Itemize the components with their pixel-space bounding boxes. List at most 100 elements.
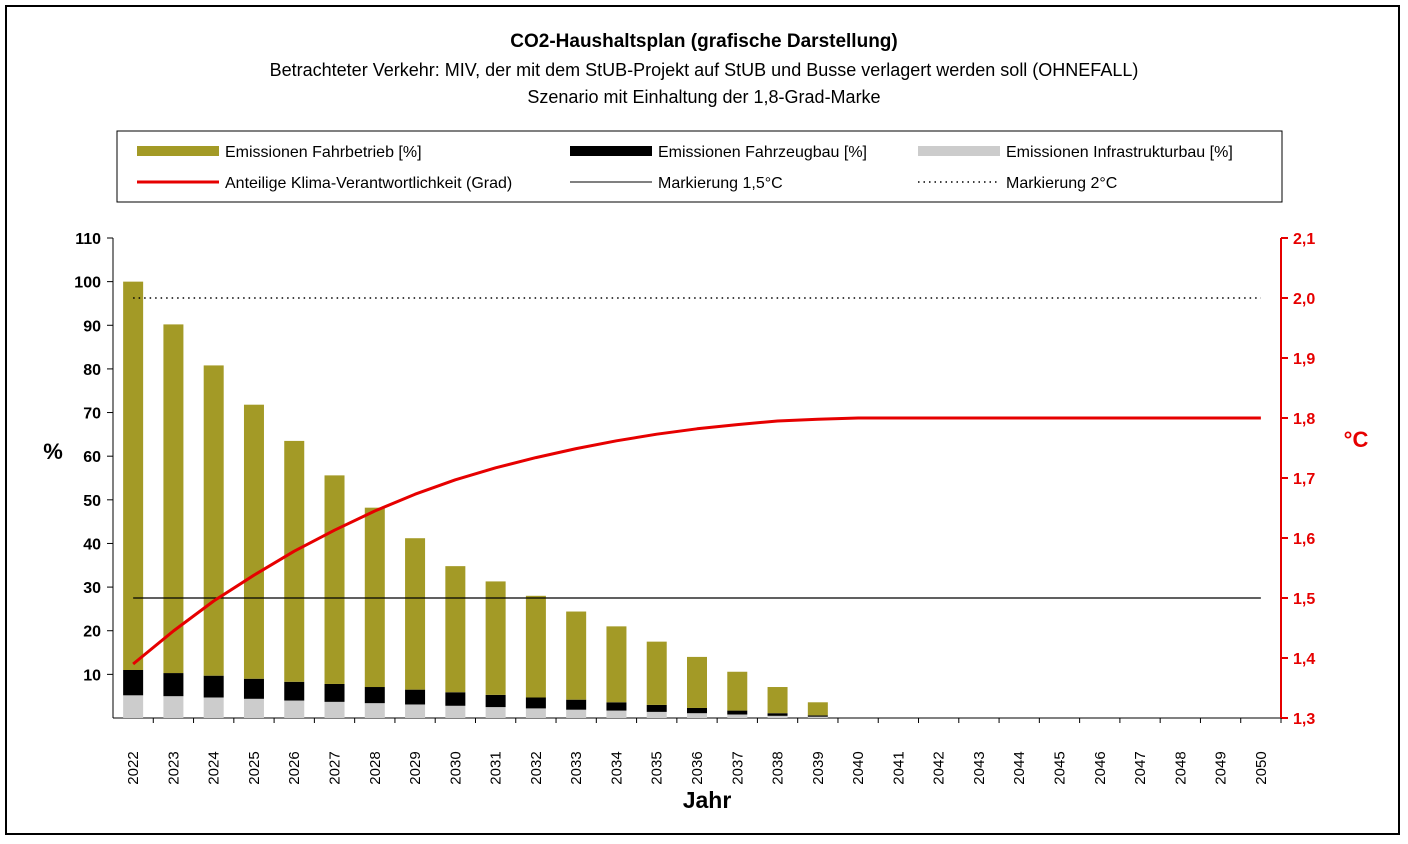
x-tick-label: 2023 [165,751,182,784]
legend: Emissionen Fahrbetrieb [%] Emissionen Fah… [116,130,1283,203]
bar-emissionen-infrastrukturbau [445,705,466,718]
y2-tick-label: 1,7 [1293,471,1315,488]
chart-title: CO2-Haushaltsplan (grafische Darstellung… [510,31,897,52]
x-tick-label: 2027 [327,751,344,784]
bar-emissionen-fahrzeugbau [606,702,627,711]
legend-swatch [918,146,1000,156]
x-tick-label: 2028 [367,751,384,784]
y2-tick-label: 1,6 [1293,531,1315,548]
bar-emissionen-fahrzeugbau [163,673,184,697]
bar-emissionen-fahrzeugbau [445,692,466,706]
x-tick-label: 2045 [1051,751,1068,784]
y-tick-label: 110 [75,231,101,248]
bar-emissionen-infrastrukturbau [123,695,144,718]
x-tick-label: 2042 [931,751,948,784]
y-tick-label: 40 [83,536,101,553]
legend-swatch [137,146,219,156]
bar-emissionen-fahrbetrieb [163,324,184,674]
bar-emissionen-fahrbetrieb [566,611,587,700]
bar-emissionen-fahrzeugbau [324,683,345,702]
y2-axis-label: °C [1344,427,1369,452]
x-tick-label: 2035 [649,751,666,784]
bar-emissionen-fahrbetrieb [203,365,224,676]
y2-tick-label: 1,5 [1293,591,1315,608]
y-axis-label: % [43,439,63,464]
legend-label: Emissionen Fahrbetrieb [%] [225,144,422,161]
y-tick-label: 80 [83,362,101,379]
y-tick-label: 20 [83,624,101,641]
bar-emissionen-infrastrukturbau [163,696,184,718]
line-klima-verantwortlichkeit [132,416,1261,666]
bar-emissionen-infrastrukturbau [364,703,385,718]
chart-subtitle-line-1: Betrachteter Verkehr: MIV, der mit dem S… [270,60,1139,80]
x-tick-label: 2024 [206,751,223,784]
y2-tick-label: 1,4 [1293,651,1315,668]
bar-emissionen-infrastrukturbau [525,708,546,718]
y-tick-label: 90 [83,318,101,335]
x-tick-label: 2044 [1011,751,1028,784]
bar-emissionen-fahrbetrieb [324,475,345,684]
y-tick-label: 100 [74,275,101,292]
bar-emissionen-fahrbetrieb [445,566,466,693]
x-tick-label: 2047 [1132,751,1149,784]
bar-emissionen-fahrbetrieb [485,581,506,695]
bar-emissionen-fahrzeugbau [566,699,587,710]
x-tick-label: 2029 [407,751,424,784]
x-tick-label: 2037 [729,751,746,784]
x-tick-label: 2050 [1253,751,1270,784]
bar-emissionen-fahrbetrieb [727,671,748,711]
bar-emissionen-infrastrukturbau [284,700,305,718]
bar-emissionen-fahrbetrieb [687,656,707,708]
bar-emissionen-infrastrukturbau [646,711,667,718]
bar-emissionen-fahrbetrieb [123,281,144,670]
x-tick-label: 2033 [568,751,585,784]
legend-label: Emissionen Infrastrukturbau [%] [1006,144,1233,161]
bar-emissionen-infrastrukturbau [767,715,788,718]
y-tick-label: 70 [83,406,101,423]
bar-emissionen-infrastrukturbau [203,697,224,718]
x-tick-label: 2038 [770,751,787,784]
bar-emissionen-fahrzeugbau [687,707,707,714]
bar-emissionen-fahrzeugbau [123,670,144,696]
x-tick-label: 2031 [488,751,505,784]
chart-subtitle-line-2: Szenario mit Einhaltung der 1,8-Grad-Mar… [527,87,880,107]
bar-emissionen-infrastrukturbau [324,701,345,718]
bar-emissionen-fahrzeugbau [364,687,385,704]
x-tick-label: 2025 [246,751,263,784]
bar-emissionen-fahrzeugbau [807,715,828,717]
x-tick-label: 2049 [1213,751,1230,784]
bar-emissionen-infrastrukturbau [485,707,506,718]
legend-label: Markierung 1,5°C [658,175,783,192]
x-tick-label: 2040 [850,751,867,784]
legend-label: Markierung 2°C [1006,175,1117,192]
y2-tick-label: 2,1 [1293,231,1315,248]
x-tick-label: 2046 [1092,751,1109,784]
x-tick-label: 2048 [1172,751,1189,784]
bar-emissionen-fahrzeugbau [525,697,546,709]
y-tick-label: 60 [83,449,101,466]
bar-emissionen-infrastrukturbau [243,698,264,718]
y2-tick-label: 1,9 [1293,351,1315,368]
x-tick-label: 2034 [608,751,625,784]
x-tick-label: 2043 [971,751,988,784]
y2-tick-label: 2,0 [1293,291,1315,308]
bar-emissionen-fahrzeugbau [727,710,748,715]
y-tick-label: 10 [83,667,101,684]
y2-tick-label: 1,3 [1293,711,1315,728]
y-tick-label: 30 [83,580,101,597]
bar-emissionen-fahrzeugbau [243,678,264,699]
bar-emissionen-infrastrukturbau [807,716,828,718]
bar-emissionen-infrastrukturbau [606,710,627,718]
bar-emissionen-infrastrukturbau [405,704,426,718]
y-tick-label: 50 [83,493,101,510]
bar-emissionen-fahrzeugbau [203,675,224,698]
bar-emissionen-infrastrukturbau [566,709,587,718]
x-tick-label: 2041 [890,751,907,784]
x-tick-label: 2030 [447,751,464,784]
bar-emissionen-fahrbetrieb [284,440,305,682]
bar-emissionen-fahrbetrieb [646,641,667,705]
bar-emissionen-fahrzeugbau [646,704,667,712]
bar-emissionen-fahrbetrieb [405,538,426,690]
bar-emissionen-fahrbetrieb [807,702,828,716]
